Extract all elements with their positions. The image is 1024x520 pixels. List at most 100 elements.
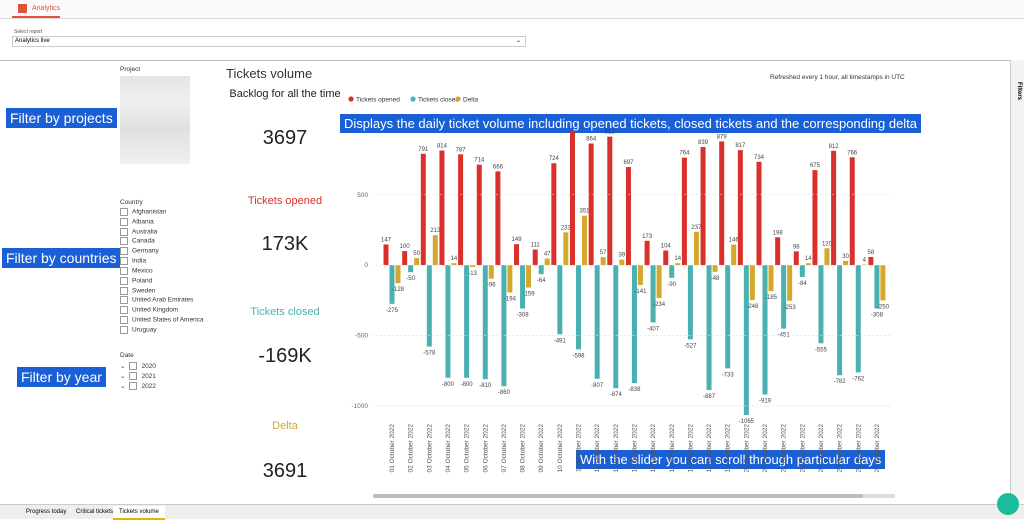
- bar: [818, 265, 824, 344]
- x-tick-label: 06 October 2022: [482, 424, 489, 473]
- value-label: -860: [498, 390, 511, 396]
- help-icon[interactable]: [997, 493, 1019, 515]
- country-item[interactable]: Germany: [120, 247, 159, 256]
- value-label: 98: [793, 244, 800, 250]
- country-item[interactable]: India: [120, 257, 147, 266]
- bar: [793, 251, 799, 266]
- bar: [420, 153, 426, 266]
- bar: [570, 131, 575, 266]
- bar: [576, 265, 581, 350]
- chevron: ⌄: [515, 38, 521, 44]
- year-item[interactable]: ⌄ 2021: [120, 372, 156, 381]
- checkbox[interactable]: [129, 362, 138, 371]
- checkbox[interactable]: [120, 316, 128, 325]
- value-label: 766: [847, 150, 858, 156]
- checkbox[interactable]: [120, 257, 128, 266]
- bar: [843, 260, 849, 266]
- country-item[interactable]: Afghanistan: [120, 208, 166, 216]
- card-value: 173K: [261, 233, 309, 255]
- checkbox[interactable]: [120, 266, 128, 275]
- checkbox[interactable]: [120, 276, 128, 285]
- filters-pane[interactable]: Filters: [1010, 60, 1024, 500]
- bar: [880, 265, 886, 301]
- x-tick-label: 02 October 2022: [408, 424, 415, 473]
- expander[interactable]: ⌄: [120, 383, 126, 390]
- country: India: [132, 257, 147, 265]
- country-item[interactable]: Sweden: [120, 286, 156, 295]
- bar: [414, 258, 420, 266]
- expander[interactable]: ⌄: [120, 373, 126, 380]
- country-item[interactable]: United Kingdom: [120, 306, 178, 315]
- bar: [383, 244, 389, 266]
- checkbox[interactable]: [120, 306, 128, 315]
- x-tick-label: 01 October 2022: [389, 424, 396, 473]
- value-label: -807: [591, 383, 604, 389]
- checkbox[interactable]: [129, 372, 138, 381]
- x-tick-label: 04 October 2022: [445, 424, 452, 473]
- project-list: [120, 76, 190, 164]
- value-label: -141: [634, 289, 647, 295]
- x-tick-label: 03 October 2022: [426, 424, 433, 473]
- value-label: 839: [698, 140, 709, 146]
- annotation: With the slider you can scroll through p…: [576, 450, 886, 469]
- checkbox[interactable]: [129, 382, 138, 391]
- checkbox[interactable]: [120, 286, 128, 295]
- app-icon: [18, 4, 27, 13]
- bar: [650, 265, 656, 323]
- value-label: -234: [653, 302, 666, 308]
- value-label: 879: [717, 134, 728, 140]
- bar: [538, 265, 544, 275]
- country-item[interactable]: Poland: [120, 276, 153, 285]
- value-label: 120: [822, 241, 833, 247]
- report-dropdown[interactable]: Analytics live ⌄: [12, 36, 526, 47]
- checkbox[interactable]: [120, 325, 128, 334]
- value-label: -1065: [739, 419, 755, 425]
- year-item[interactable]: ⌄ 2020: [120, 362, 156, 371]
- checkbox[interactable]: [120, 237, 128, 246]
- slider-thumb[interactable]: [373, 494, 863, 498]
- annotation: Displays the daily ticket volume includi…: [340, 114, 922, 133]
- app-tab[interactable]: Analytics: [32, 5, 61, 12]
- value-label: -159: [523, 292, 536, 298]
- country: Afghanistan: [132, 208, 167, 216]
- value-label: 14: [805, 256, 812, 262]
- checkbox[interactable]: [120, 247, 128, 256]
- checkbox[interactable]: [120, 208, 128, 216]
- top-bar: Analytics: [0, 0, 1024, 19]
- bar: [675, 263, 681, 266]
- legend-label: Delta: [463, 97, 479, 104]
- country-item[interactable]: United Arab Emirates: [120, 296, 193, 305]
- value-label: -838: [628, 387, 641, 393]
- bar: [737, 150, 743, 266]
- checkbox[interactable]: [120, 296, 128, 305]
- bar: [458, 154, 464, 266]
- checkbox[interactable]: [120, 217, 128, 226]
- checkbox[interactable]: [120, 227, 128, 236]
- value-label: 697: [623, 160, 634, 166]
- page-tab[interactable]: Progress today: [26, 509, 67, 515]
- bar: [719, 141, 725, 266]
- bar: [395, 265, 401, 284]
- x-tick-label: 08 October 2022: [520, 424, 527, 473]
- country-item[interactable]: Australia: [120, 227, 157, 236]
- year-item[interactable]: ⌄ 2022: [120, 382, 156, 391]
- legend-swatch: [348, 96, 354, 102]
- country-item[interactable]: Uruguay: [120, 325, 157, 334]
- bar: [731, 244, 737, 266]
- country-item[interactable]: Mexico: [120, 266, 153, 275]
- bar: [607, 136, 613, 266]
- bar: [432, 235, 438, 266]
- value-label: -887: [703, 394, 716, 400]
- country-item[interactable]: Albania: [120, 217, 154, 226]
- expander[interactable]: ⌄: [120, 363, 126, 370]
- value-label: 111: [531, 243, 541, 249]
- value-label: 791: [418, 147, 429, 153]
- country-item[interactable]: United States of America: [120, 316, 204, 325]
- country-item[interactable]: Canada: [120, 237, 155, 246]
- country: Poland: [132, 277, 153, 285]
- page-tab[interactable]: Critical tickets: [76, 509, 114, 515]
- value-label: -874: [610, 392, 623, 398]
- value-label: -527: [684, 343, 697, 349]
- bar: [762, 265, 768, 395]
- value-label: 233: [561, 225, 572, 231]
